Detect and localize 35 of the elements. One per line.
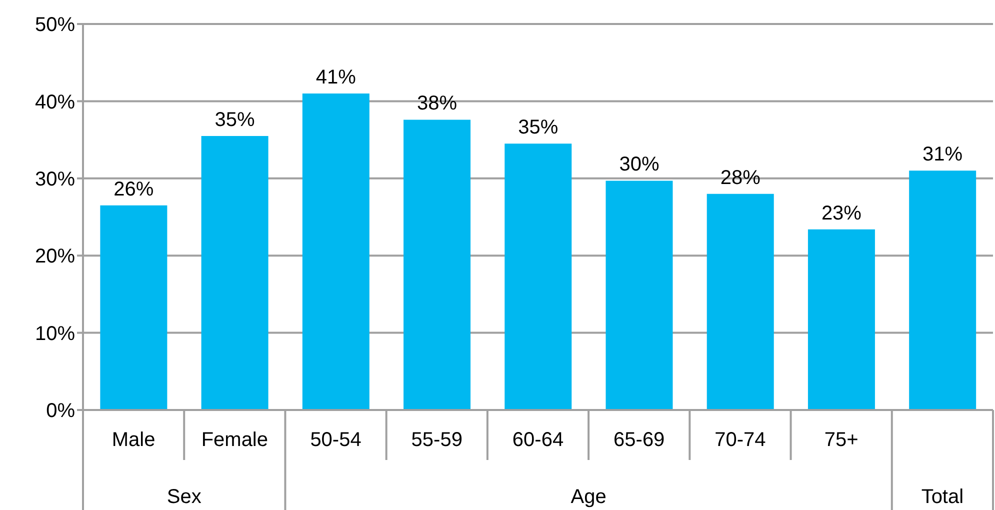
y-tick-label: 10% bbox=[34, 322, 76, 345]
bar bbox=[100, 205, 168, 410]
text: Total bbox=[921, 486, 964, 508]
y-tick-label: 20% bbox=[34, 246, 76, 268]
y-tick-label: 0% bbox=[46, 400, 76, 422]
x-tick-label: 50-54 bbox=[310, 429, 362, 452]
data-label: 30% bbox=[619, 154, 660, 176]
data-label: 26% bbox=[114, 178, 154, 200]
bar bbox=[302, 93, 370, 410]
data-label: 41% bbox=[316, 66, 356, 88]
x-tick-label: 65-69 bbox=[614, 429, 665, 452]
data-label: 23% bbox=[821, 202, 862, 224]
x-tick-label: Female bbox=[201, 429, 268, 452]
y-tick-label: 40% bbox=[34, 91, 76, 114]
bar bbox=[201, 136, 268, 410]
bar bbox=[808, 229, 875, 410]
x-tick-label: 60-64 bbox=[512, 429, 564, 452]
x-tick-label: 55-59 bbox=[411, 429, 462, 452]
data-label: 35% bbox=[518, 116, 558, 139]
y-tick-label: 50% bbox=[34, 14, 76, 36]
bar bbox=[909, 170, 976, 410]
bar bbox=[706, 194, 774, 410]
text: Age bbox=[570, 486, 606, 508]
data-label: 35% bbox=[214, 108, 256, 131]
x-tick-label: 70-74 bbox=[714, 429, 766, 452]
data-label: 31% bbox=[922, 144, 963, 166]
x-tick-label: 75+ bbox=[824, 429, 858, 452]
data-label: 28% bbox=[720, 166, 761, 189]
bar bbox=[404, 120, 471, 410]
text: Sex bbox=[166, 486, 202, 508]
y-tick-label: 30% bbox=[34, 168, 76, 190]
data-label: 38% bbox=[417, 92, 458, 115]
bar bbox=[606, 180, 673, 410]
bar bbox=[504, 144, 572, 410]
x-tick-label: Male bbox=[112, 429, 156, 452]
